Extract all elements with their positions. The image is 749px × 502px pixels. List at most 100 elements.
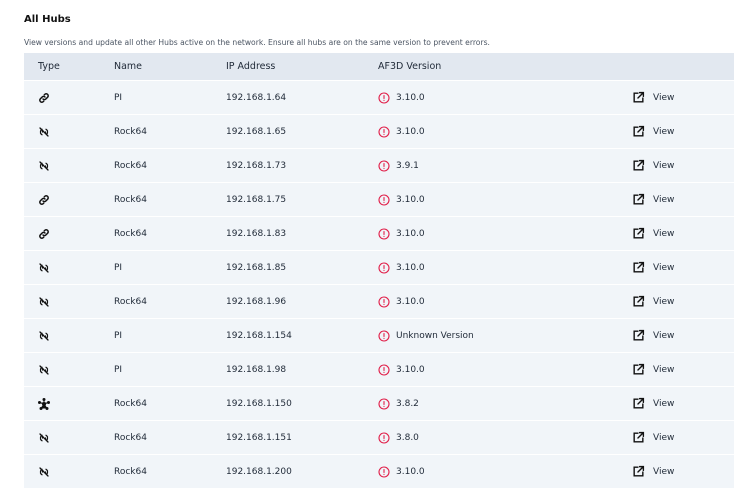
warning-icon (378, 431, 390, 444)
view-label: View (653, 228, 675, 239)
page-description: View versions and update all other Hubs … (24, 38, 490, 47)
type-cell (24, 194, 114, 206)
hub-ip: 192.168.1.151 (226, 432, 292, 443)
view-label: View (653, 194, 675, 205)
view-button[interactable]: View (632, 91, 674, 104)
warning-icon (378, 227, 390, 240)
version-cell: 3.10.0 (378, 261, 632, 274)
view-button[interactable]: View (632, 261, 674, 274)
external-link-icon (632, 329, 645, 342)
warning-icon (378, 465, 390, 478)
hub-name: PI (114, 330, 123, 341)
hub-name: PI (114, 92, 123, 103)
warning-icon (378, 329, 390, 342)
external-link-icon (632, 431, 645, 444)
hub-ip: 192.168.1.83 (226, 228, 287, 239)
hub-ip: 192.168.1.96 (226, 296, 287, 307)
signal-off-icon (38, 330, 114, 342)
signal-off-icon (38, 262, 114, 274)
external-link-icon (632, 125, 645, 138)
header-type: Type (38, 61, 60, 72)
hub-ip: 192.168.1.75 (226, 194, 287, 205)
hub-version: 3.10.0 (396, 364, 425, 375)
view-button[interactable]: View (632, 397, 674, 410)
warning-icon (378, 91, 390, 104)
version-cell: 3.8.0 (378, 431, 632, 444)
external-link-icon (632, 363, 645, 376)
hub-version: 3.10.0 (396, 466, 425, 477)
warning-icon (378, 363, 390, 376)
link-icon (38, 92, 114, 104)
table-row: Rock64 192.168.1.151 3.8.0 View (24, 421, 734, 455)
link-icon (38, 228, 114, 240)
hub-ip: 192.168.1.150 (226, 398, 292, 409)
warning-icon (378, 295, 390, 308)
external-link-icon (632, 397, 645, 410)
header-version: AF3D Version (378, 61, 442, 72)
signal-off-icon (38, 126, 114, 138)
external-link-icon (632, 465, 645, 478)
table-row: PI 192.168.1.154 Unknown Version View (24, 319, 734, 353)
hub-version: 3.10.0 (396, 126, 425, 137)
view-button[interactable]: View (632, 227, 674, 240)
version-cell: 3.10.0 (378, 193, 632, 206)
view-button[interactable]: View (632, 465, 674, 478)
hub-ip: 192.168.1.73 (226, 160, 287, 171)
signal-off-icon (38, 432, 114, 444)
hub-ip: 192.168.1.154 (226, 330, 292, 341)
type-cell (24, 126, 114, 138)
view-label: View (653, 296, 675, 307)
hub-version: 3.10.0 (396, 296, 425, 307)
table-row: PI 192.168.1.85 3.10.0 View (24, 251, 734, 285)
type-cell (24, 296, 114, 308)
view-button[interactable]: View (632, 125, 674, 138)
page-title: All Hubs (24, 14, 71, 25)
view-button[interactable]: View (632, 193, 674, 206)
table-row: Rock64 192.168.1.96 3.10.0 View (24, 285, 734, 319)
hub-name: Rock64 (114, 432, 147, 443)
view-button[interactable]: View (632, 363, 674, 376)
table-row: Rock64 192.168.1.75 3.10.0 View (24, 183, 734, 217)
hub-version: 3.8.0 (396, 432, 419, 443)
network-icon (38, 397, 114, 410)
signal-off-icon (38, 466, 114, 478)
view-label: View (653, 364, 675, 375)
external-link-icon (632, 295, 645, 308)
type-cell (24, 92, 114, 104)
view-button[interactable]: View (632, 159, 674, 172)
external-link-icon (632, 91, 645, 104)
warning-icon (378, 193, 390, 206)
header-name: Name (114, 61, 143, 72)
view-label: View (653, 160, 675, 171)
hub-name: Rock64 (114, 160, 147, 171)
type-cell (24, 466, 114, 478)
hub-name: PI (114, 364, 123, 375)
view-button[interactable]: View (632, 295, 674, 308)
signal-off-icon (38, 296, 114, 308)
view-button[interactable]: View (632, 329, 674, 342)
hub-version: 3.10.0 (396, 92, 425, 103)
type-cell (24, 262, 114, 274)
version-cell: 3.8.2 (378, 397, 632, 410)
hub-version: 3.10.0 (396, 228, 425, 239)
table-header: Type Name IP Address AF3D Version (24, 53, 734, 81)
hub-ip: 192.168.1.64 (226, 92, 287, 103)
hub-version: 3.8.2 (396, 398, 419, 409)
view-button[interactable]: View (632, 431, 674, 444)
warning-icon (378, 159, 390, 172)
signal-off-icon (38, 364, 114, 376)
warning-icon (378, 125, 390, 138)
version-cell: 3.10.0 (378, 465, 632, 478)
view-label: View (653, 126, 675, 137)
hub-name: Rock64 (114, 228, 147, 239)
version-cell: 3.10.0 (378, 363, 632, 376)
table-row: Rock64 192.168.1.150 3.8.2 View (24, 387, 734, 421)
table-row: Rock64 192.168.1.83 3.10.0 View (24, 217, 734, 251)
hub-name: Rock64 (114, 466, 147, 477)
view-label: View (653, 466, 675, 477)
warning-icon (378, 261, 390, 274)
type-cell (24, 330, 114, 342)
view-label: View (653, 432, 675, 443)
hub-ip: 192.168.1.65 (226, 126, 287, 137)
version-cell: 3.10.0 (378, 125, 632, 138)
